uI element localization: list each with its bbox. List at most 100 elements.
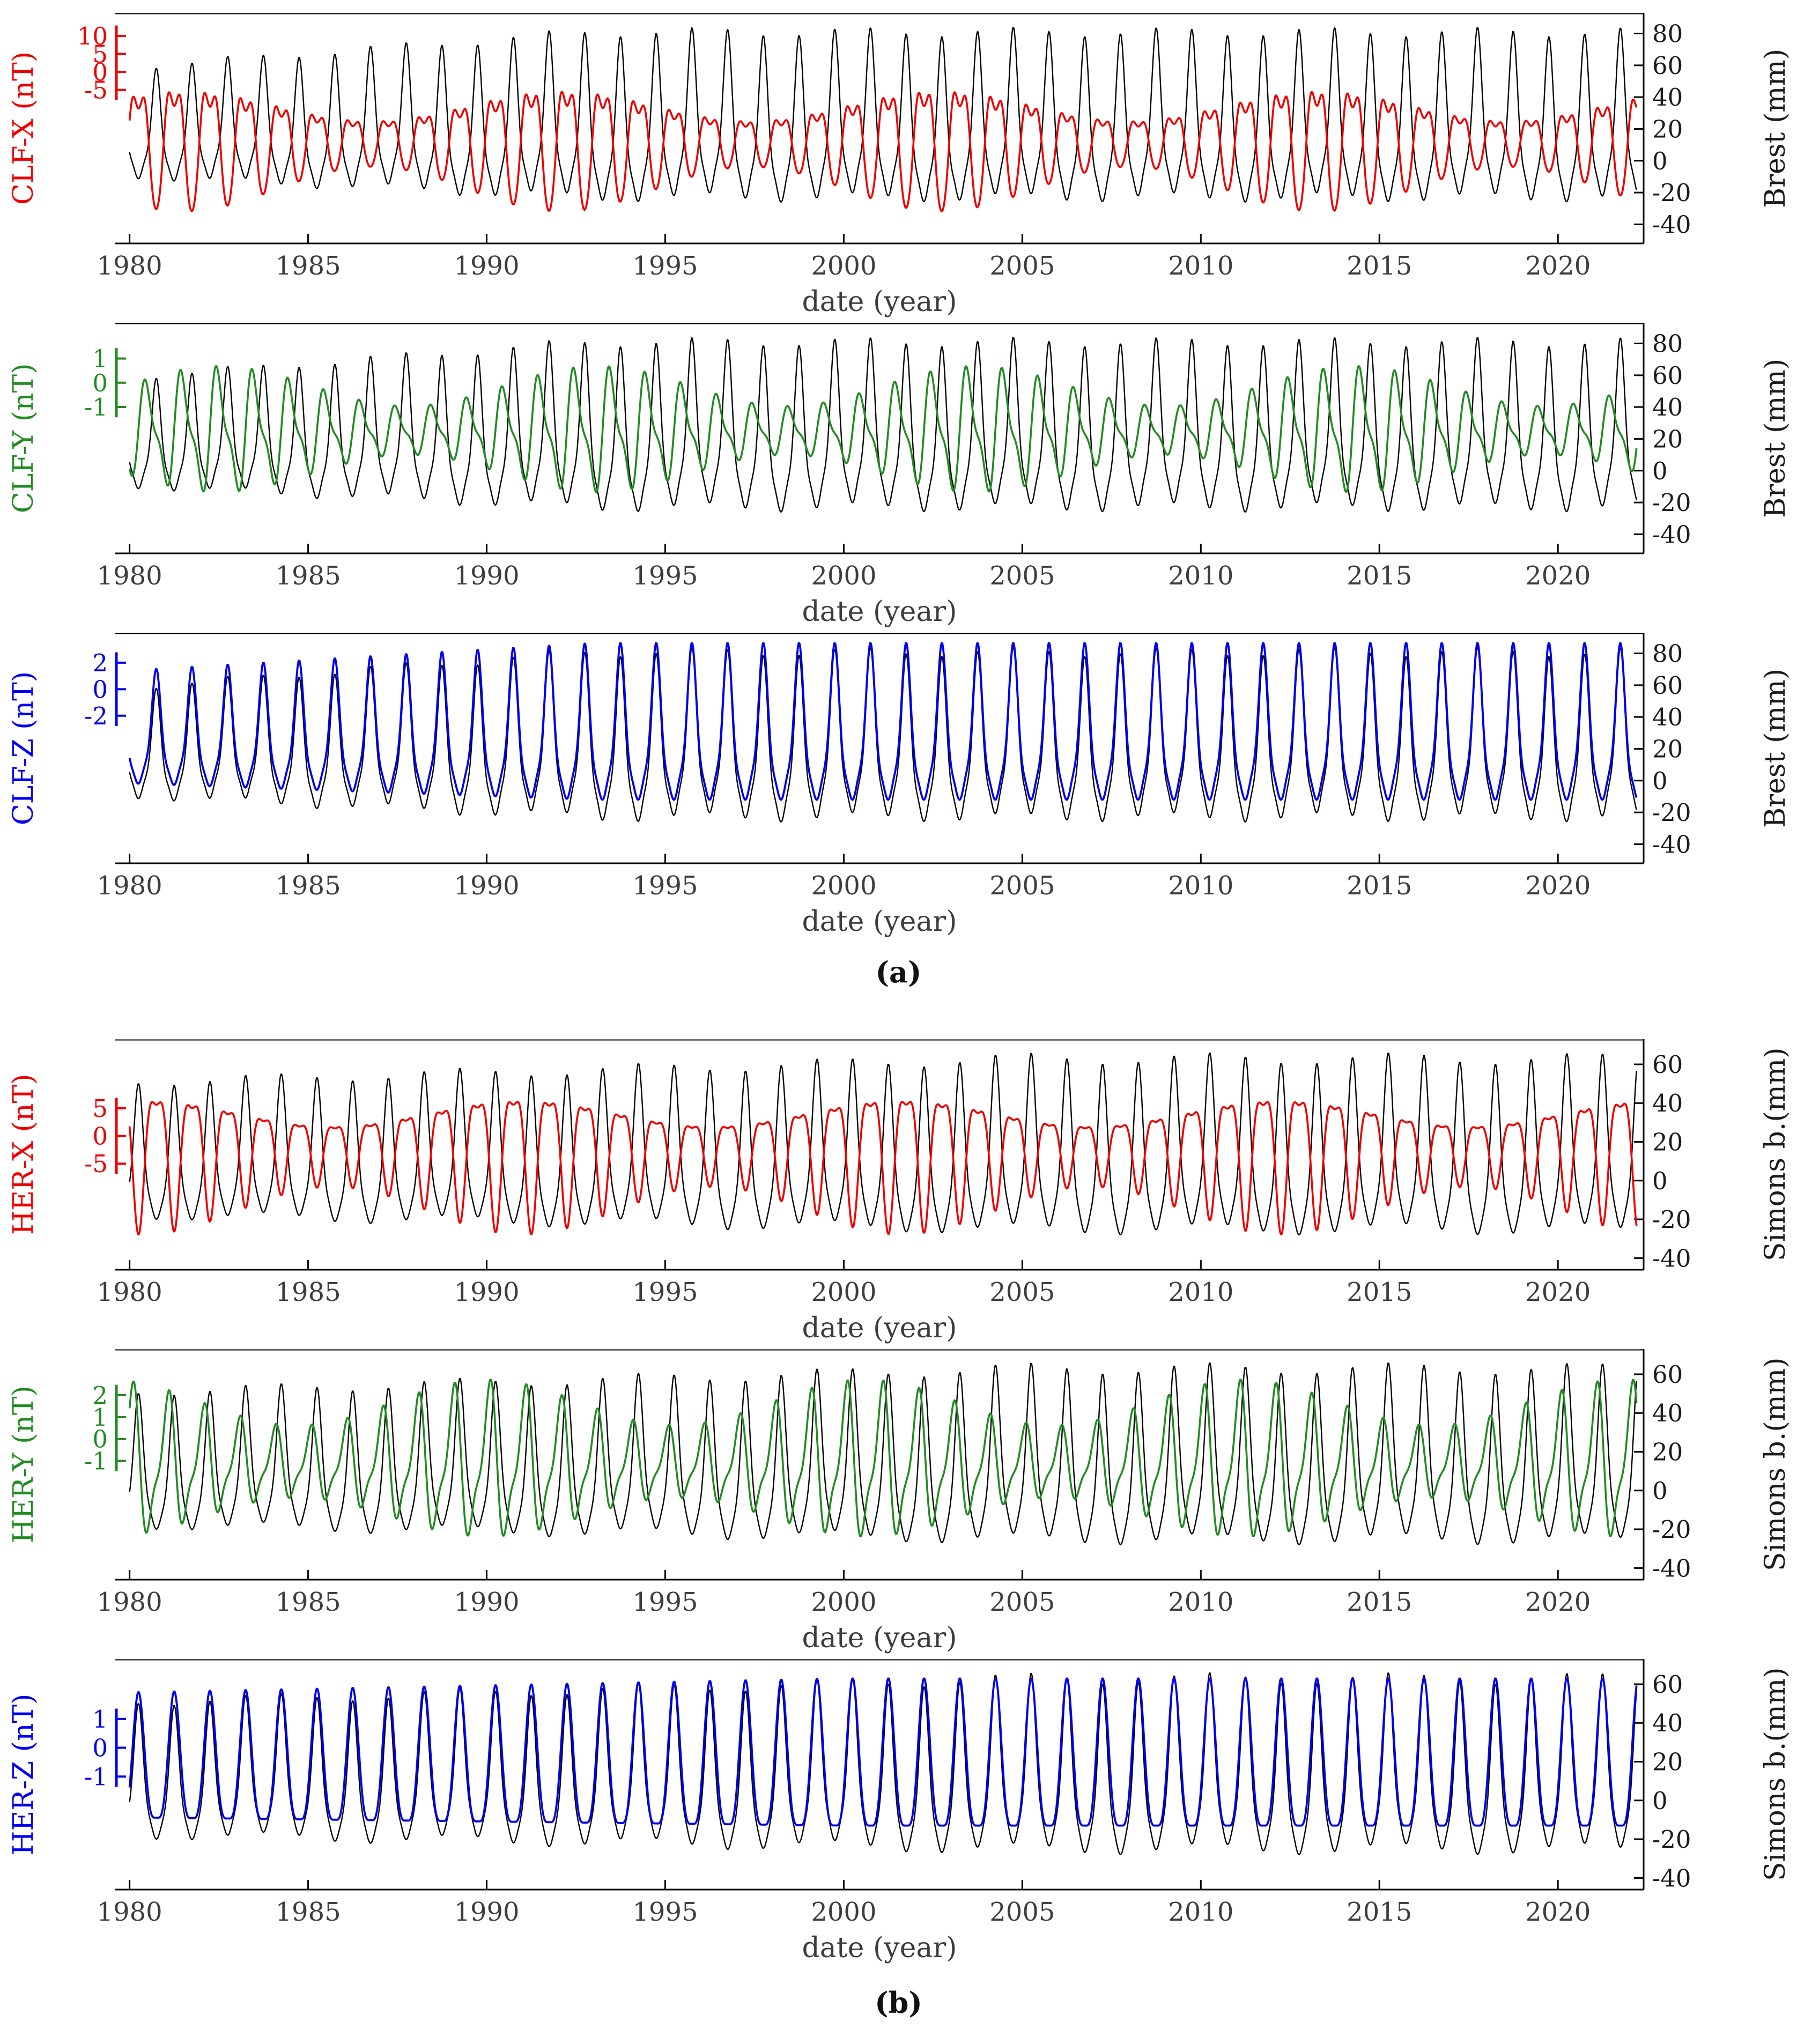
- x-tick-label: 1985: [276, 1587, 341, 1617]
- subplot-clf-x: 80 60 40 20 0 -20 -40 1980 1985 1990 1995 2000 2005 2…: [0, 13, 1797, 323]
- left-tick-label: 0: [92, 1425, 108, 1454]
- x-tick-label: 1990: [454, 871, 519, 901]
- x-tick-label: 1990: [454, 1897, 519, 1927]
- right-tick-label: -40: [1652, 1244, 1691, 1272]
- left-tick-label: 1: [92, 1403, 108, 1432]
- right-tick-label: 20: [1652, 115, 1683, 143]
- x-tick-label: 1990: [454, 1277, 519, 1307]
- left-tick-label: 5: [92, 40, 108, 69]
- panel-clf-z: 80 60 40 20 0 -20 -40 1980 1985 1990 1995 2000 2005 2…: [0, 633, 1797, 905]
- x-axis-label: date (year): [802, 906, 957, 938]
- plot-area-clf-y: 80 60 40 20 0 -20 -40 1980 1985 1990 1995 2000 2005 2…: [84, 323, 1691, 591]
- x-tick-label: 1995: [632, 1277, 698, 1307]
- left-tick-label: 10: [77, 22, 108, 50]
- x-tick-label: 2015: [1347, 1897, 1412, 1927]
- series-line-her-z: [128, 1677, 1638, 1827]
- left-tick-label: 1: [92, 1705, 108, 1734]
- right-tick-label: 80: [1652, 20, 1683, 48]
- x-tick-label: 2000: [811, 1587, 876, 1617]
- right-tick-label: 20: [1652, 1438, 1683, 1467]
- x-axis-label: date (year): [802, 1312, 957, 1344]
- right-tick-label: -40: [1652, 1554, 1691, 1582]
- left-tick-label: 1: [92, 345, 108, 373]
- x-tick-label: 1985: [276, 251, 341, 281]
- right-tick-label: -20: [1652, 1825, 1691, 1854]
- right-tick-label: 60: [1652, 671, 1683, 700]
- x-tick-label: 1995: [632, 251, 698, 281]
- right-tick-label: -40: [1652, 520, 1691, 549]
- x-axis-label: date (year): [802, 1932, 957, 1964]
- panel-clf-x: 80 60 40 20 0 -20 -40 1980 1985 1990 1995 2000 2005 2…: [0, 13, 1797, 285]
- right-tick-label: 0: [1652, 147, 1668, 175]
- subplot-her-y: 60 40 20 0 -20 -40 1980 1985 1990 1995 2000 2005 201…: [0, 1349, 1797, 1659]
- x-tick-label: 2020: [1525, 251, 1591, 281]
- right-tick-label: 20: [1652, 425, 1683, 453]
- x-tick-label: 2010: [1168, 561, 1233, 591]
- right-tick-label: 0: [1652, 1787, 1668, 1815]
- x-tick-label: 2020: [1525, 1587, 1591, 1617]
- x-tick-label: 1990: [454, 1587, 519, 1617]
- left-tick-label: -5: [84, 76, 108, 105]
- right-tick-label: 40: [1652, 1399, 1683, 1427]
- left-tick-label: 0: [92, 58, 108, 86]
- right-tick-label: 20: [1652, 1128, 1683, 1157]
- left-axis-label: CLF-X (nT): [8, 51, 40, 205]
- x-tick-label: 1980: [97, 1587, 162, 1617]
- right-tick-label: 0: [1652, 767, 1668, 795]
- right-tick-label: -20: [1652, 488, 1691, 517]
- x-tick-label: 2020: [1525, 1897, 1591, 1927]
- right-tick-label: 60: [1652, 361, 1683, 390]
- left-tick-label: -1: [84, 393, 108, 421]
- right-axis-label: Brest (mm): [1759, 48, 1792, 208]
- x-tick-label: 2015: [1347, 251, 1412, 281]
- right-tick-label: -20: [1652, 1515, 1691, 1544]
- x-tick-label: 2005: [989, 871, 1055, 901]
- right-tick-label: 40: [1652, 703, 1683, 731]
- series-line-her-x: [128, 1101, 1638, 1235]
- left-tick-label: 0: [92, 1734, 108, 1762]
- x-tick-label: 2020: [1525, 1277, 1591, 1307]
- x-tick-label: 2015: [1347, 1277, 1412, 1307]
- caption-b: (b): [875, 1986, 922, 2020]
- right-tick-label: 40: [1652, 1089, 1683, 1117]
- subplot-clf-z: 80 60 40 20 0 -20 -40 1980 1985 1990 1995 2000 2005 2…: [0, 633, 1797, 943]
- series-line-brest-sea-level: [129, 27, 1637, 203]
- series-line-simons-bay-sea-level: [129, 1362, 1637, 1545]
- right-tick-label: 20: [1652, 1748, 1683, 1776]
- series-line-simons-bay-sea-level: [129, 1053, 1637, 1235]
- x-tick-label: 1980: [97, 561, 162, 591]
- plot-area-clf-x: 80 60 40 20 0 -20 -40 1980 1985 1990 1995 2000 2005 2…: [77, 13, 1691, 281]
- x-tick-label: 2005: [989, 1587, 1055, 1617]
- right-tick-label: -20: [1652, 1205, 1691, 1234]
- series-line-brest-sea-level: [129, 647, 1637, 823]
- plot-area-her-z: 60 40 20 0 -20 -40 1980 1985 1990 1995 2000 2005 201…: [84, 1659, 1691, 1927]
- x-axis-label: date (year): [802, 286, 957, 318]
- x-tick-label: 2010: [1168, 1587, 1233, 1617]
- x-tick-label: 2020: [1525, 871, 1591, 901]
- series-line-clf-x: [128, 91, 1638, 212]
- right-tick-label: 80: [1652, 640, 1683, 668]
- left-tick-label: -1: [84, 1762, 108, 1791]
- x-tick-label: 1995: [632, 1897, 698, 1927]
- right-tick-label: 60: [1652, 1360, 1683, 1389]
- right-axis-label: Brest (mm): [1759, 358, 1792, 518]
- left-tick-label: 0: [92, 369, 108, 397]
- x-tick-label: 2010: [1168, 251, 1233, 281]
- x-tick-label: 1995: [632, 871, 698, 901]
- x-tick-label: 1985: [276, 561, 341, 591]
- x-tick-label: 2005: [989, 251, 1055, 281]
- right-tick-label: 0: [1652, 1167, 1668, 1195]
- left-axis-label: CLF-Z (nT): [8, 671, 40, 825]
- right-tick-label: 60: [1652, 1670, 1683, 1699]
- left-axis-label: CLF-Y (nT): [8, 363, 40, 513]
- right-tick-label: -40: [1652, 830, 1691, 858]
- x-tick-label: 2015: [1347, 561, 1412, 591]
- right-axis-label: Simons b.(mm): [1759, 1357, 1792, 1572]
- panel-clf-y: 80 60 40 20 0 -20 -40 1980 1985 1990 1995 2000 2005 2…: [0, 323, 1797, 595]
- x-axis-label: date (year): [802, 596, 957, 628]
- x-tick-label: 1980: [97, 871, 162, 901]
- subplot-clf-y: 80 60 40 20 0 -20 -40 1980 1985 1990 1995 2000 2005 2…: [0, 323, 1797, 633]
- right-tick-label: -40: [1652, 1864, 1691, 1892]
